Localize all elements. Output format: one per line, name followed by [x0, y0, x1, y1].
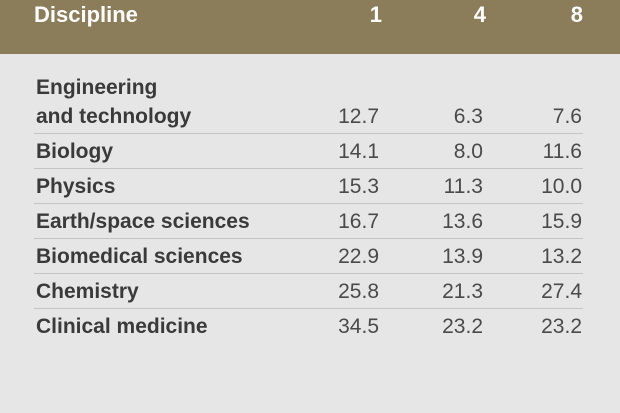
- row-value-col-4: 11.3: [443, 175, 483, 198]
- table-row: Clinical medicine 34.5 23.2 23.2: [0, 309, 620, 344]
- row-discipline-name-line1: Engineering: [36, 76, 158, 99]
- table-body: Engineering and technology 12.7 6.3 7.6 …: [0, 68, 620, 344]
- row-value-col-8: 27.4: [541, 280, 582, 303]
- row-value-col-4: 13.6: [442, 210, 483, 233]
- row-value-col-8: 13.2: [541, 245, 582, 268]
- header-col-8: 8: [570, 2, 583, 27]
- table-row: Physics 15.3 11.3 10.0: [0, 169, 620, 204]
- row-discipline-name-line2: and technology: [36, 105, 192, 128]
- row-value-col-1: 25.8: [338, 280, 379, 303]
- header-col-1: 1: [369, 2, 382, 27]
- row-value-col-8: 23.2: [541, 315, 582, 338]
- row-separator: [34, 273, 583, 274]
- row-value-col-1: 16.7: [338, 210, 379, 233]
- row-separator: [34, 238, 583, 239]
- row-value-col-1: 12.7: [338, 105, 379, 128]
- row-separator: [34, 308, 583, 309]
- header-col-4: 4: [473, 2, 486, 27]
- row-separator: [34, 133, 583, 134]
- row-discipline-name: Biomedical sciences: [36, 245, 243, 268]
- row-value-col-8: 10.0: [541, 175, 582, 198]
- row-discipline-name: Chemistry: [36, 280, 139, 303]
- row-separator: [34, 203, 583, 204]
- row-discipline-name: Physics: [36, 175, 116, 198]
- row-discipline-name: Biology: [36, 140, 113, 163]
- table-row: Chemistry 25.8 21.3 27.4: [0, 274, 620, 309]
- header-discipline: Discipline: [34, 2, 138, 27]
- row-value-col-4: 13.9: [442, 245, 483, 268]
- row-value-col-4: 8.0: [453, 140, 483, 163]
- row-value-col-1: 15.3: [338, 175, 379, 198]
- row-value-col-1: 14.1: [338, 140, 379, 163]
- row-value-col-4: 21.3: [442, 280, 483, 303]
- table-row: Biology 14.1 8.0 11.6: [0, 134, 620, 169]
- row-value-col-1: 34.5: [338, 315, 379, 338]
- row-discipline-name: Engineering and technology: [36, 73, 191, 131]
- row-value-col-8: 15.9: [541, 210, 582, 233]
- row-value-col-4: 6.3: [453, 105, 483, 128]
- row-discipline-name: Earth/space sciences: [36, 210, 250, 233]
- row-value-col-4: 23.2: [442, 315, 483, 338]
- table-row: Earth/space sciences 16.7 13.6 15.9: [0, 204, 620, 239]
- row-separator: [34, 168, 583, 169]
- table-row: Biomedical sciences 22.9 13.9 13.2: [0, 239, 620, 274]
- table-row: Engineering and technology 12.7 6.3 7.6: [0, 68, 620, 134]
- row-value-col-1: 22.9: [338, 245, 379, 268]
- row-value-col-8: 11.6: [542, 140, 582, 163]
- table-header: Discipline 1 4 8: [0, 0, 620, 54]
- row-value-col-8: 7.6: [552, 105, 582, 128]
- row-discipline-name: Clinical medicine: [36, 315, 208, 338]
